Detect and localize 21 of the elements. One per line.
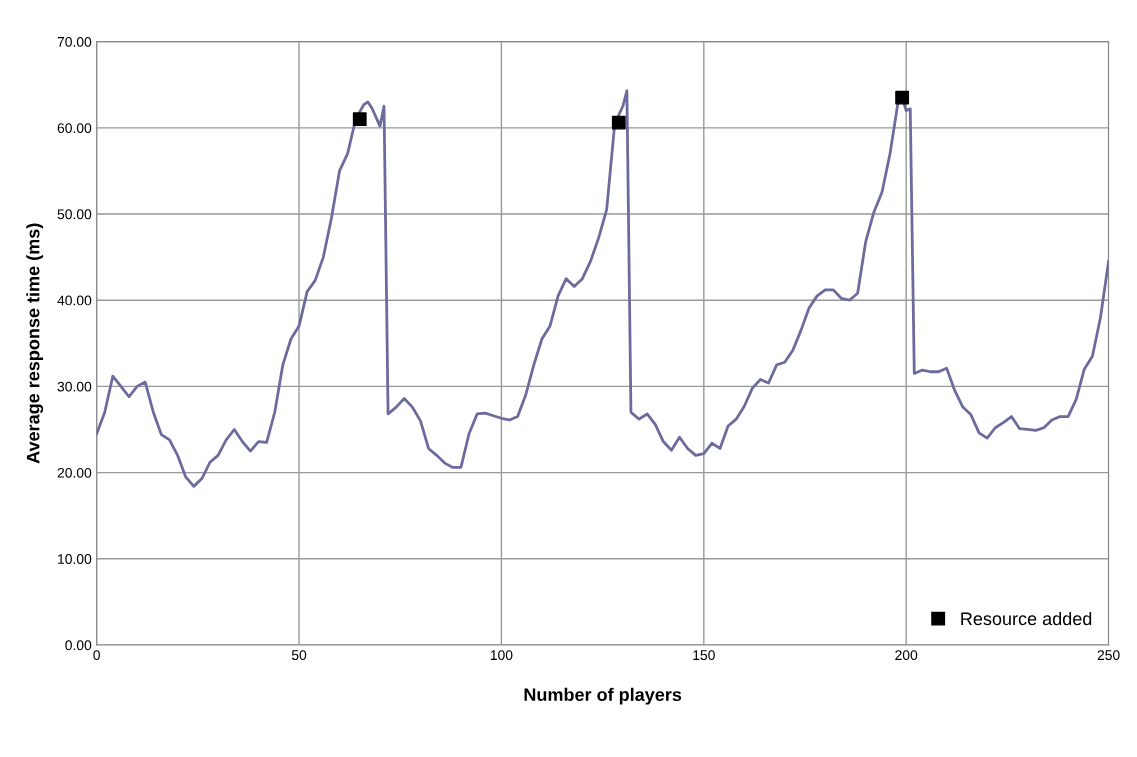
y-tick-label: 60.00 — [57, 123, 92, 133]
y-axis-title: Average response time (ms) — [26, 223, 44, 464]
x-tick-label: 250 — [1097, 650, 1120, 661]
x-tick-label: 200 — [895, 650, 918, 661]
x-axis-title: Number of players — [524, 687, 682, 705]
y-tick-label: 10.00 — [58, 554, 92, 564]
y-tick-label: 40.00 — [57, 295, 92, 306]
point — [895, 90, 910, 105]
y-tick-label: 70.00 — [57, 36, 92, 47]
y-tick-label: 20.00 — [57, 467, 92, 478]
x-tick-label: 50 — [291, 650, 307, 661]
line-series — [96, 89, 1109, 488]
y-tick-label: 0.00 — [65, 640, 92, 651]
point — [611, 115, 626, 130]
x-tick-label: 0 — [93, 650, 100, 661]
x-tick-label: 100 — [490, 650, 513, 661]
y-tick-label: 30.00 — [57, 381, 92, 392]
legend-label: Resource added — [961, 611, 1092, 626]
point — [352, 112, 367, 127]
y-tick-label: 50.00 — [57, 209, 92, 220]
x-tick-label: 150 — [693, 650, 715, 661]
